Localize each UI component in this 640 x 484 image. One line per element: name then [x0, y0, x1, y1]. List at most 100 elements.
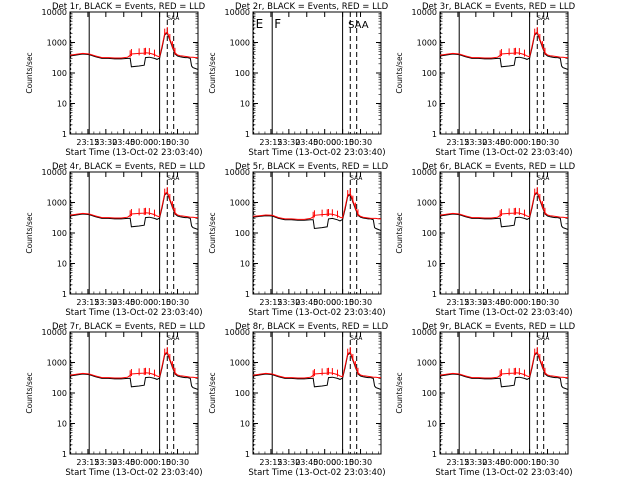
- y-tick-label: 100: [52, 389, 67, 398]
- y-tick-label: 10: [57, 260, 67, 269]
- x-tick-label: 00:00: [500, 298, 523, 307]
- y-tick-label: 1: [62, 290, 67, 299]
- panel-title: Det 1r, BLACK = Events, RED = LLD: [52, 2, 206, 12]
- marker-e: E: [256, 17, 264, 31]
- series-line-events: [69, 352, 199, 390]
- series-line-lld: [252, 192, 381, 220]
- panel-det-9r: 1 10 100 1000 10000 23:1523:3023:4500:0000:15…: [395, 322, 576, 478]
- y-tick-label: 10: [427, 260, 437, 269]
- x-tick-label: 23:45: [482, 458, 505, 467]
- x-tick-label: 23:15: [446, 138, 469, 147]
- x-tick-label: 00:15: [518, 298, 541, 307]
- panel-det-2r: 1 10 100 1000 10000 23:1523:3023:4500:0000:15…: [208, 2, 389, 158]
- x-axis-label: Start Time (13-Oct-02 23:03:40): [65, 468, 202, 478]
- y-tick-label: 1: [245, 450, 250, 459]
- panel-det-1r: 1 10 100 1000 10000 23:1523:3023:4500:0000:15…: [25, 2, 206, 158]
- y-tick-label: 10000: [42, 8, 67, 17]
- series-line-lld: [69, 191, 198, 219]
- x-tick-label: 00:15: [518, 138, 541, 147]
- x-tick-label: 23:15: [76, 138, 99, 147]
- saa-marker: SAA: [537, 175, 550, 182]
- panel-det-6r: 1 10 100 1000 10000 23:1523:3023:4500:0000:15…: [395, 162, 576, 318]
- x-tick-label: 00:30: [536, 298, 559, 307]
- series-line-lld: [69, 351, 198, 379]
- x-tick-label: 00:00: [130, 298, 153, 307]
- x-tick-label: 00:00: [500, 138, 523, 147]
- x-tick-label: 00:00: [313, 138, 336, 147]
- x-tick-label: 00:30: [166, 298, 189, 307]
- series-line-events: [252, 352, 382, 390]
- panel-title: Det 3r, BLACK = Events, RED = LLD: [422, 2, 576, 12]
- x-axis-label: Start Time (13-Oct-02 23:03:40): [248, 148, 385, 158]
- x-axis-label: Start Time (13-Oct-02 23:03:40): [435, 308, 572, 318]
- y-tick-label: 1: [432, 450, 437, 459]
- y-tick-label: 1000: [417, 199, 437, 208]
- x-tick-label: 23:45: [295, 458, 318, 467]
- series-line-events: [69, 32, 199, 70]
- y-tick-label: 100: [422, 389, 437, 398]
- y-tick-label: 10000: [225, 328, 250, 337]
- x-tick-label: 23:45: [295, 138, 318, 147]
- x-tick-label: 23:30: [94, 138, 117, 147]
- x-tick-label: 23:45: [112, 458, 135, 467]
- panel-det-5r: 1 10 100 1000 10000 23:1523:3023:4500:0000:15…: [208, 162, 389, 318]
- y-tick-label: 100: [235, 229, 250, 238]
- y-axis-label: Counts/sec: [25, 372, 34, 413]
- y-tick-label: 1: [432, 290, 437, 299]
- x-tick-label: 00:00: [313, 458, 336, 467]
- y-tick-label: 1000: [230, 359, 250, 368]
- x-tick-label: 00:30: [166, 138, 189, 147]
- saa-marker: SAA: [537, 335, 550, 342]
- x-tick-label: 00:30: [536, 458, 559, 467]
- x-axis-label: Start Time (13-Oct-02 23:03:40): [65, 148, 202, 158]
- y-tick-label: 1000: [47, 39, 67, 48]
- series-line-events: [439, 32, 569, 70]
- x-tick-label: 23:15: [446, 298, 469, 307]
- x-tick-label: 23:15: [76, 298, 99, 307]
- x-tick-label: 00:00: [130, 458, 153, 467]
- x-tick-label: 23:30: [94, 458, 117, 467]
- y-tick-label: 1: [245, 290, 250, 299]
- y-tick-label: 10000: [225, 8, 250, 17]
- saa-marker: SAA: [167, 15, 180, 22]
- saa-marker: SAA: [348, 20, 369, 31]
- x-tick-label: 00:15: [331, 458, 354, 467]
- saa-marker: SAA: [167, 335, 180, 342]
- x-tick-label: 23:30: [464, 138, 487, 147]
- x-tick-label: 23:45: [482, 138, 505, 147]
- x-tick-label: 23:45: [112, 138, 135, 147]
- panel-title: Det 2r, BLACK = Events, RED = LLD: [235, 2, 389, 12]
- y-axis-label: Counts/sec: [395, 52, 404, 93]
- y-tick-label: 10: [427, 420, 437, 429]
- x-tick-label: 23:15: [76, 458, 99, 467]
- x-tick-label: 00:15: [148, 458, 171, 467]
- y-axis-label: Counts/sec: [208, 52, 217, 93]
- y-tick-label: 10000: [412, 8, 437, 17]
- series-line-lld: [439, 191, 568, 219]
- x-tick-label: 23:15: [259, 458, 282, 467]
- saa-marker: SAA: [350, 175, 363, 182]
- x-axis-label: Start Time (13-Oct-02 23:03:40): [248, 468, 385, 478]
- x-tick-label: 00:30: [349, 458, 372, 467]
- panel-det-3r: 1 10 100 1000 10000 23:1523:3023:4500:0000:15…: [395, 2, 576, 158]
- x-tick-label: 00:00: [500, 458, 523, 467]
- panel-title: Det 4r, BLACK = Events, RED = LLD: [52, 162, 206, 172]
- y-axis-label: Counts/sec: [395, 212, 404, 253]
- y-tick-label: 1: [62, 130, 67, 139]
- y-tick-label: 1000: [230, 39, 250, 48]
- panel-title: Det 6r, BLACK = Events, RED = LLD: [422, 162, 576, 172]
- x-tick-label: 23:15: [259, 298, 282, 307]
- x-tick-label: 00:30: [166, 458, 189, 467]
- panel-det-4r: 1 10 100 1000 10000 23:1523:3023:4500:0000:15…: [25, 162, 206, 318]
- y-tick-label: 1000: [230, 199, 250, 208]
- y-tick-label: 10000: [412, 328, 437, 337]
- y-axis-label: Counts/sec: [395, 372, 404, 413]
- panel-det-7r: 1 10 100 1000 10000 23:1523:3023:4500:0000:15…: [25, 322, 206, 478]
- series-line-events: [69, 192, 199, 230]
- panel-det-8r: 1 10 100 1000 10000 23:1523:3023:4500:0000:15…: [208, 322, 389, 478]
- x-tick-label: 00:15: [148, 138, 171, 147]
- y-tick-label: 1: [432, 130, 437, 139]
- y-tick-label: 1000: [417, 39, 437, 48]
- x-tick-label: 00:00: [313, 298, 336, 307]
